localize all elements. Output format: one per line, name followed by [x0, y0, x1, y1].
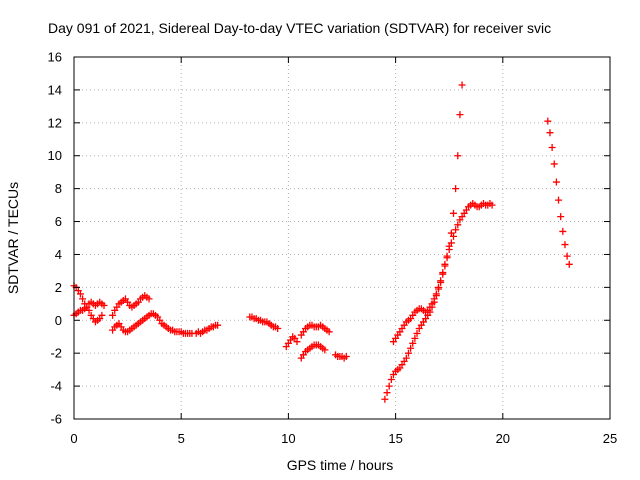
data-point — [325, 328, 333, 336]
data-point — [447, 239, 455, 247]
data-point — [565, 260, 573, 268]
y-axis-label: SDTVAR / TECUs — [5, 182, 21, 294]
data-point — [449, 232, 457, 240]
data-point — [407, 344, 415, 352]
data-point — [145, 295, 153, 303]
data-point — [456, 111, 464, 119]
y-tick-label: 6 — [55, 214, 62, 229]
data-point — [402, 354, 410, 362]
data-point — [404, 349, 412, 357]
data-point — [563, 252, 571, 260]
data-point — [559, 227, 567, 235]
data-point — [452, 185, 460, 193]
data-point — [342, 352, 350, 360]
x-axis-label: GPS time / hours — [287, 457, 394, 473]
data-point — [548, 144, 556, 151]
x-tick-label: 0 — [70, 431, 77, 446]
y-tick-label: 14 — [48, 82, 62, 97]
chart-title: Day 091 of 2021, Sidereal Day-to-day VTE… — [48, 20, 551, 36]
data-point — [387, 376, 395, 384]
y-tick-label: 16 — [48, 50, 62, 65]
data-point — [439, 269, 447, 277]
data-point — [437, 277, 445, 285]
data-point — [557, 213, 565, 221]
y-tick-label: 8 — [55, 181, 62, 196]
data-point — [452, 226, 460, 234]
data-marks — [70, 81, 573, 403]
y-tick-label: -4 — [50, 379, 62, 394]
data-point — [488, 201, 496, 209]
data-point — [428, 300, 436, 308]
x-tick-label: 5 — [178, 431, 185, 446]
data-point — [98, 311, 106, 319]
data-point — [458, 81, 466, 89]
data-point — [413, 329, 421, 337]
y-tick-label: 4 — [55, 247, 62, 262]
x-tick-label: 25 — [603, 431, 617, 446]
y-tick-label: 12 — [48, 115, 62, 130]
data-point — [544, 117, 552, 125]
data-point — [432, 290, 440, 298]
data-point — [430, 295, 438, 303]
data-point — [409, 339, 417, 347]
data-point — [109, 311, 117, 319]
data-point — [274, 325, 282, 332]
data-point — [550, 160, 558, 168]
data-point — [321, 346, 329, 354]
x-tick-label: 10 — [281, 431, 295, 446]
data-point — [445, 246, 453, 254]
data-point — [100, 301, 108, 309]
plot-frame — [73, 56, 611, 420]
data-point — [411, 334, 419, 342]
data-point — [383, 389, 391, 397]
y-tick-label: 10 — [48, 148, 62, 163]
tick-labels: 0 5 10 15 20 25 -6 -4 -2 0 2 4 6 8 10 12 14 16 — [48, 50, 618, 447]
y-tick-label: 0 — [55, 313, 62, 328]
data-point — [381, 395, 389, 403]
data-point — [454, 221, 462, 229]
data-point — [454, 152, 462, 160]
y-tick-label: 2 — [55, 280, 62, 295]
data-point — [449, 209, 457, 217]
data-point — [443, 252, 451, 260]
data-point — [552, 178, 560, 186]
data-point — [385, 382, 393, 390]
data-point — [293, 338, 301, 346]
data-point — [79, 295, 87, 303]
data-point — [76, 290, 84, 298]
data-point — [561, 241, 569, 249]
y-tick-label: -2 — [50, 346, 62, 361]
data-point — [546, 129, 554, 137]
data-point — [214, 321, 222, 329]
data-point — [555, 196, 563, 204]
data-point — [434, 283, 442, 291]
axis-ticks — [73, 56, 611, 420]
data-point — [441, 260, 449, 268]
x-tick-label: 20 — [496, 431, 510, 446]
y-tick-label: -6 — [50, 412, 62, 427]
x-tick-label: 15 — [388, 431, 402, 446]
